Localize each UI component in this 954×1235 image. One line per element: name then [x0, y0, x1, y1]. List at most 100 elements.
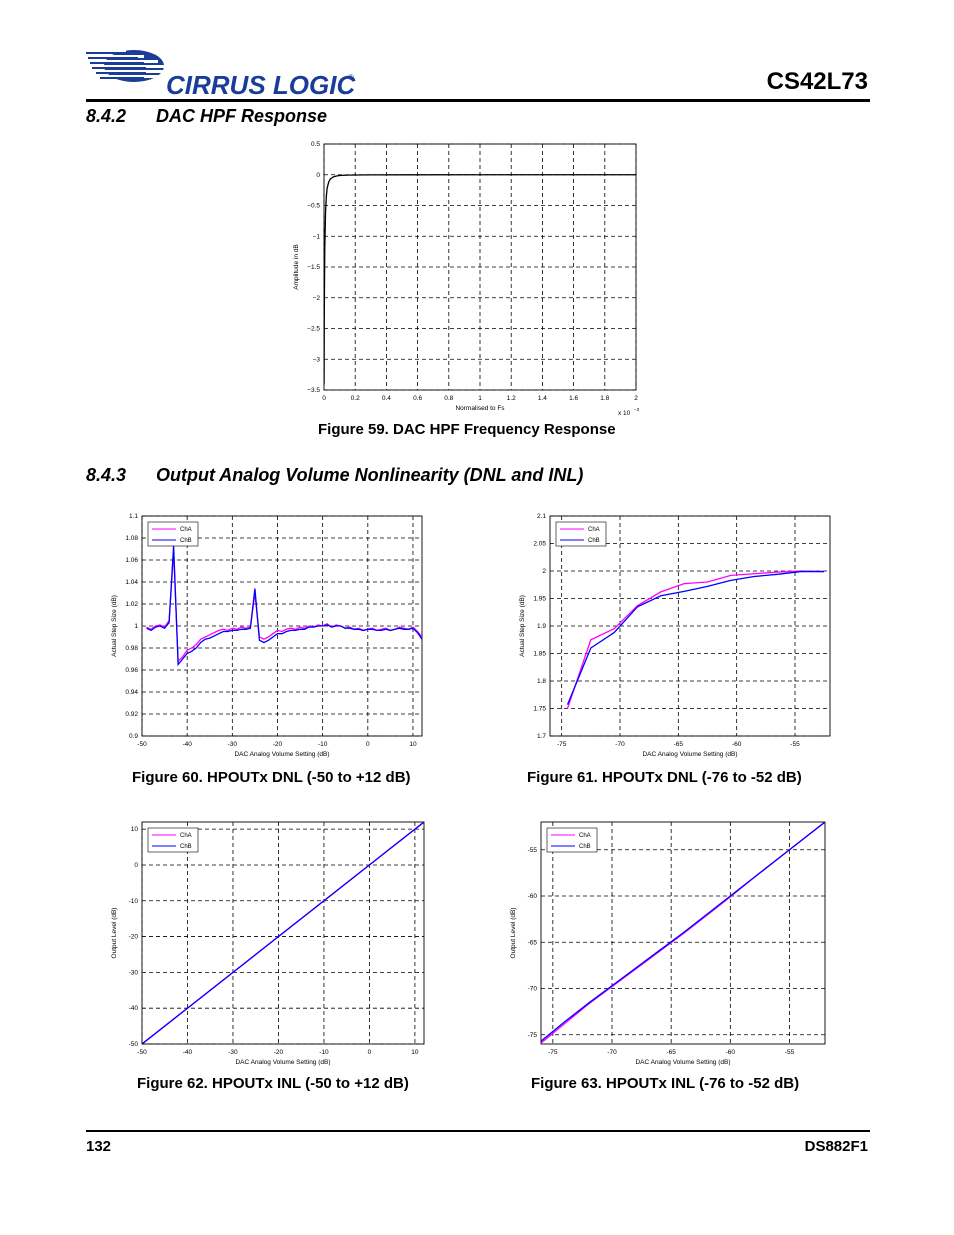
y-tick-label: −0.5	[307, 203, 320, 210]
y-tick-label: -40	[129, 1005, 139, 1012]
inl-narrow-chart: -75 -70 -65 -60 -55 -75 -70 -65 -60 -55 DAC Analog…	[510, 821, 826, 1066]
y-tick-label: −1.5	[307, 264, 320, 271]
legend-label: ChB	[180, 538, 192, 544]
series-line-chb	[566, 570, 825, 705]
y-tick-label: 1.7	[537, 733, 546, 740]
y-tick-label: 1.8	[537, 678, 546, 685]
x-tick-label: -10	[318, 741, 328, 748]
y-tick-label: 1.75	[533, 706, 546, 713]
page-number: 132	[86, 1138, 112, 1155]
y-axis-label: Actual Step Size (dB)	[111, 595, 118, 657]
x-tick-label: -55	[790, 741, 800, 748]
y-tick-label: 0.92	[125, 711, 138, 718]
y-tick-label: −3.5	[307, 387, 320, 394]
y-tick-label: 1	[134, 623, 138, 630]
x-tick-label: -75	[557, 741, 567, 748]
legend-box	[555, 521, 607, 547]
y-tick-label: 0.9	[129, 733, 138, 740]
x-axis-label: DAC Analog Volume Setting (dB)	[635, 1059, 730, 1066]
y-tick-label: 0.96	[125, 667, 138, 674]
y-tick-label: 1.1	[129, 513, 138, 520]
cirrus-logic-logo: CIRRUS LOGIC ®	[82, 44, 362, 102]
y-tick-label: 1.02	[125, 601, 138, 608]
y-tick-label: 1.95	[533, 596, 546, 603]
x-tick-label: -20	[273, 741, 283, 748]
x-axis-label: Normalised to Fs	[455, 405, 505, 412]
x-tick-label: -40	[182, 741, 192, 748]
y-axis-label: Output Level (dB)	[510, 908, 517, 959]
x-tick-label: 10	[411, 1049, 419, 1056]
y-tick-label: 2.1	[537, 513, 546, 520]
y-tick-label: -20	[129, 934, 139, 941]
dnl-narrow-chart: -75 -70 -65 -60 -55 1.7 1.75 1.8 1.85 1.9 1.95 2 2.0…	[519, 513, 831, 758]
figure-63-caption: Figure 63. HPOUTx INL (-76 to -52 dB)	[531, 1075, 800, 1092]
legend-box	[546, 827, 598, 853]
x-tick-label: 0	[366, 741, 370, 748]
y-tick-label: −1	[313, 233, 321, 240]
y-tick-label: 0	[316, 172, 320, 179]
figure-60-caption: Figure 60. HPOUTx DNL (-50 to +12 dB)	[132, 769, 411, 786]
legend-label: ChA	[588, 527, 600, 533]
x-tick-label: -40	[183, 1049, 193, 1056]
section-heading-hpf: 8.4.2 DAC HPF Response	[86, 106, 327, 127]
section-heading-dnl-inl: 8.4.3 Output Analog Volume Nonlinearity (…	[86, 465, 583, 486]
series-line-cha	[146, 551, 422, 663]
series-line-cha	[566, 570, 825, 709]
plot-frame	[549, 515, 831, 737]
x-tick-label: -75	[548, 1049, 558, 1056]
y-tick-label: −2.5	[307, 326, 320, 333]
x-tick-label: 1	[478, 395, 482, 402]
dnl-wide-chart: -50 -40 -30 -20 -10 0 10 0.9 0.92 0.94 0.96 0.98 1 1.…	[111, 513, 423, 758]
legend-label: ChB	[579, 844, 591, 850]
inl-wide-chart: -50 -40 -30 -20 -10 0 10 -50 -40 -30 -20 -10 0 10 DAC …	[111, 821, 425, 1066]
x-tick-label: 1.4	[538, 395, 547, 402]
y-tick-label: 2.05	[533, 541, 546, 548]
x-tick-label: 1.2	[507, 395, 516, 402]
series-line-0	[324, 174, 636, 384]
legend-label: ChA	[579, 833, 591, 839]
y-tick-label: -50	[129, 1041, 139, 1048]
legend-label: ChA	[180, 527, 192, 533]
x-tick-label: 0.6	[413, 395, 422, 402]
figure-61-caption: Figure 61. HPOUTx DNL (-76 to -52 dB)	[527, 769, 802, 786]
y-tick-label: 1.85	[533, 651, 546, 658]
x-tick-label: 1.6	[569, 395, 578, 402]
x-tick-label: 2	[634, 395, 638, 402]
x-tick-label: -10	[319, 1049, 329, 1056]
x-tick-label: -70	[615, 741, 625, 748]
x-tick-label: 0.4	[382, 395, 391, 402]
y-tick-label: -30	[129, 969, 139, 976]
y-tick-label: 1.08	[125, 535, 138, 542]
y-axis-label: Actual Step Size (dB)	[519, 595, 526, 657]
y-tick-label: 0.5	[311, 141, 320, 148]
plot-frame	[141, 515, 423, 737]
y-tick-label: -10	[129, 898, 139, 905]
y-tick-label: -75	[528, 1032, 538, 1039]
x-axis-label: DAC Analog Volume Setting (dB)	[234, 751, 329, 758]
y-tick-label: 1.06	[125, 557, 138, 564]
section-title: Output Analog Volume Nonlinearity (DNL a…	[156, 465, 584, 485]
x-tick-label: 10	[409, 741, 417, 748]
y-axis-label: Output Level (dB)	[111, 908, 118, 959]
y-axis-label: Amplitude in dB	[293, 244, 300, 290]
section-title: DAC HPF Response	[156, 106, 328, 126]
y-tick-label: 0	[134, 862, 138, 869]
plot-frame	[540, 821, 826, 1045]
x-tick-label: -60	[732, 741, 742, 748]
legend-label: ChA	[180, 833, 192, 839]
legend-box	[147, 521, 199, 547]
x-tick-label: -30	[228, 741, 238, 748]
header-rule	[86, 99, 870, 102]
y-tick-label: 1.04	[125, 579, 138, 586]
legend-box	[147, 827, 199, 853]
x-tick-label: -65	[666, 1049, 676, 1056]
x-tick-label: 0.2	[351, 395, 360, 402]
logo-swoosh-icon	[82, 50, 166, 82]
x-tick-label: 0	[368, 1049, 372, 1056]
document-title: CS42L73	[766, 68, 868, 95]
figure-59-caption: Figure 59. DAC HPF Frequency Response	[318, 421, 616, 438]
y-tick-label: -65	[528, 939, 538, 946]
x-tick-label: -30	[228, 1049, 238, 1056]
plot-frame	[141, 821, 425, 1045]
brand-name: CIRRUS LOGIC	[166, 70, 356, 100]
